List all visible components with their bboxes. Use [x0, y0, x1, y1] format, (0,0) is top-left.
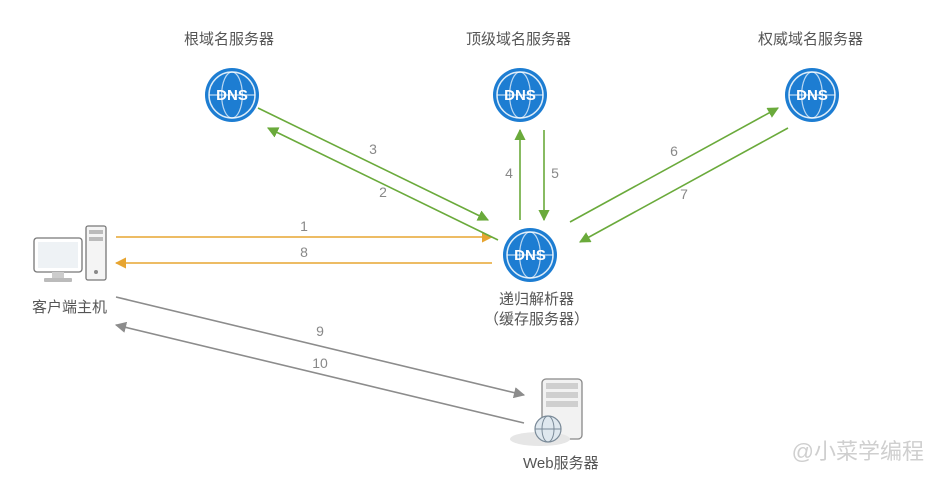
svg-text:DNS: DNS: [796, 87, 828, 104]
svg-text:DNS: DNS: [514, 247, 546, 264]
node-label-resolver: 递归解析器 （缓存服务器）: [484, 290, 589, 331]
node-label-tld: 顶级域名服务器: [466, 28, 571, 49]
edge-9: [116, 297, 524, 395]
node-label-root: 根域名服务器: [184, 28, 274, 49]
edge-label-6: 6: [670, 143, 678, 159]
diagram-canvas: 1 8 2 3 4 5 6 7 9 10 DNS DNS DNS DNS: [0, 0, 946, 500]
dns-icon: DNS: [493, 68, 547, 122]
edge-label-2: 2: [379, 184, 387, 200]
node-label-client: 客户端主机: [32, 296, 107, 317]
svg-text:DNS: DNS: [216, 87, 248, 104]
edge-label-1: 1: [300, 218, 308, 234]
client-pc-icon: [34, 226, 106, 282]
web-server-icon: [510, 379, 582, 446]
edge-label-7: 7: [680, 186, 688, 202]
node-label-web: Web服务器: [523, 452, 599, 473]
edge-10: [116, 325, 524, 423]
edge-7: [580, 128, 788, 242]
edge-label-4: 4: [505, 165, 513, 181]
svg-text:DNS: DNS: [504, 87, 536, 104]
dns-icon: DNS: [785, 68, 839, 122]
edge-label-8: 8: [300, 244, 308, 260]
edge-label-10: 10: [312, 355, 328, 371]
dns-icon: DNS: [205, 68, 259, 122]
edge-label-9: 9: [316, 323, 324, 339]
dns-icon: DNS: [503, 228, 557, 282]
edge-label-5: 5: [551, 165, 559, 181]
edge-3: [258, 108, 488, 220]
edge-6: [570, 108, 778, 222]
edge-label-3: 3: [369, 141, 377, 157]
node-label-auth: 权威域名服务器: [758, 28, 863, 49]
watermark: @小菜学编程: [792, 434, 924, 466]
